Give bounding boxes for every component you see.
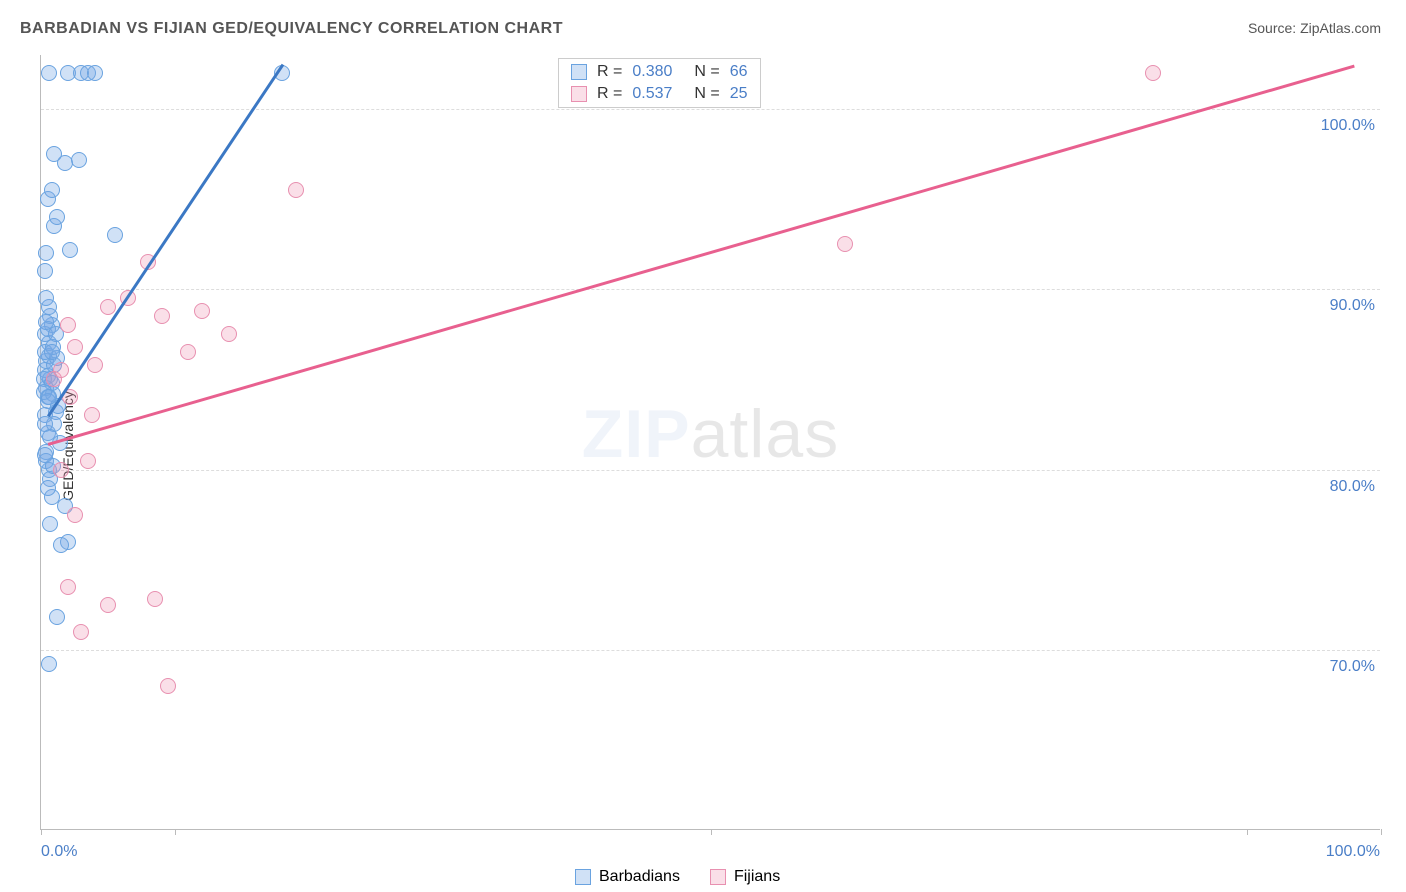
scatter-point [40, 480, 56, 496]
scatter-point [41, 656, 57, 672]
scatter-point [67, 339, 83, 355]
x-tick-label-left: 0.0% [41, 843, 77, 861]
y-tick-label: 80.0% [1330, 478, 1375, 496]
legend-swatch [571, 86, 587, 102]
series-name: Barbadians [599, 868, 680, 886]
legend-swatch [571, 64, 587, 80]
scatter-point [38, 314, 54, 330]
scatter-point [41, 65, 57, 81]
x-tick [175, 829, 176, 835]
scatter-point [53, 362, 69, 378]
stats-legend-row: R = 0.537 N = 25 [559, 83, 760, 105]
scatter-point [100, 597, 116, 613]
scatter-point [42, 516, 58, 532]
trend-line [47, 65, 284, 418]
scatter-point [60, 579, 76, 595]
scatter-point [154, 308, 170, 324]
gridline [41, 109, 1380, 110]
scatter-point [46, 146, 62, 162]
scatter-point [62, 242, 78, 258]
scatter-point [87, 65, 103, 81]
y-tick-label: 70.0% [1330, 658, 1375, 676]
series-legend-item: Fijians [710, 868, 780, 886]
scatter-point [44, 182, 60, 198]
gridline [41, 650, 1380, 651]
legend-n-value: 66 [730, 63, 748, 81]
scatter-point [1145, 65, 1161, 81]
scatter-point [53, 462, 69, 478]
scatter-point [71, 152, 87, 168]
y-tick-label: 100.0% [1321, 117, 1375, 135]
stats-legend-row: R = 0.380 N = 66 [559, 61, 760, 83]
watermark: ZIPatlas [582, 395, 839, 473]
legend-r-value: 0.537 [632, 85, 672, 103]
scatter-point [80, 453, 96, 469]
series-legend-item: Barbadians [575, 868, 680, 886]
scatter-point [107, 227, 123, 243]
scatter-point [53, 537, 69, 553]
legend-n-label: N = [694, 85, 719, 103]
scatter-point [160, 678, 176, 694]
x-tick [711, 829, 712, 835]
x-tick-label-right: 100.0% [1326, 843, 1380, 861]
scatter-point [100, 299, 116, 315]
scatter-point [288, 182, 304, 198]
x-tick [41, 829, 42, 835]
scatter-point [87, 357, 103, 373]
scatter-point [49, 209, 65, 225]
legend-r-label: R = [597, 85, 622, 103]
scatter-point [67, 507, 83, 523]
scatter-point [84, 407, 100, 423]
chart-title: BARBADIAN VS FIJIAN GED/EQUIVALENCY CORR… [20, 20, 563, 38]
scatter-point [38, 245, 54, 261]
scatter-point [180, 344, 196, 360]
scatter-point [73, 624, 89, 640]
scatter-point [837, 236, 853, 252]
legend-swatch [710, 869, 726, 885]
scatter-point [60, 317, 76, 333]
stats-legend: R = 0.380 N = 66 R = 0.537 N = 25 [558, 58, 761, 108]
legend-n-value: 25 [730, 85, 748, 103]
legend-swatch [575, 869, 591, 885]
legend-r-label: R = [597, 63, 622, 81]
scatter-point [37, 263, 53, 279]
x-tick [1247, 829, 1248, 835]
scatter-point [221, 326, 237, 342]
scatter-point [38, 290, 54, 306]
source-label: Source: ZipAtlas.com [1248, 20, 1381, 36]
plot-area: ZIPatlas 70.0%80.0%90.0%100.0%0.0%100.0% [40, 55, 1380, 830]
legend-r-value: 0.380 [632, 63, 672, 81]
scatter-point [37, 447, 53, 463]
y-tick-label: 90.0% [1330, 297, 1375, 315]
legend-n-label: N = [694, 63, 719, 81]
scatter-point [147, 591, 163, 607]
scatter-point [194, 303, 210, 319]
gridline [41, 470, 1380, 471]
x-tick [1381, 829, 1382, 835]
gridline [41, 289, 1380, 290]
scatter-point [49, 609, 65, 625]
series-name: Fijians [734, 868, 780, 886]
series-legend: Barbadians Fijians [575, 868, 780, 886]
scatter-point [44, 344, 60, 360]
